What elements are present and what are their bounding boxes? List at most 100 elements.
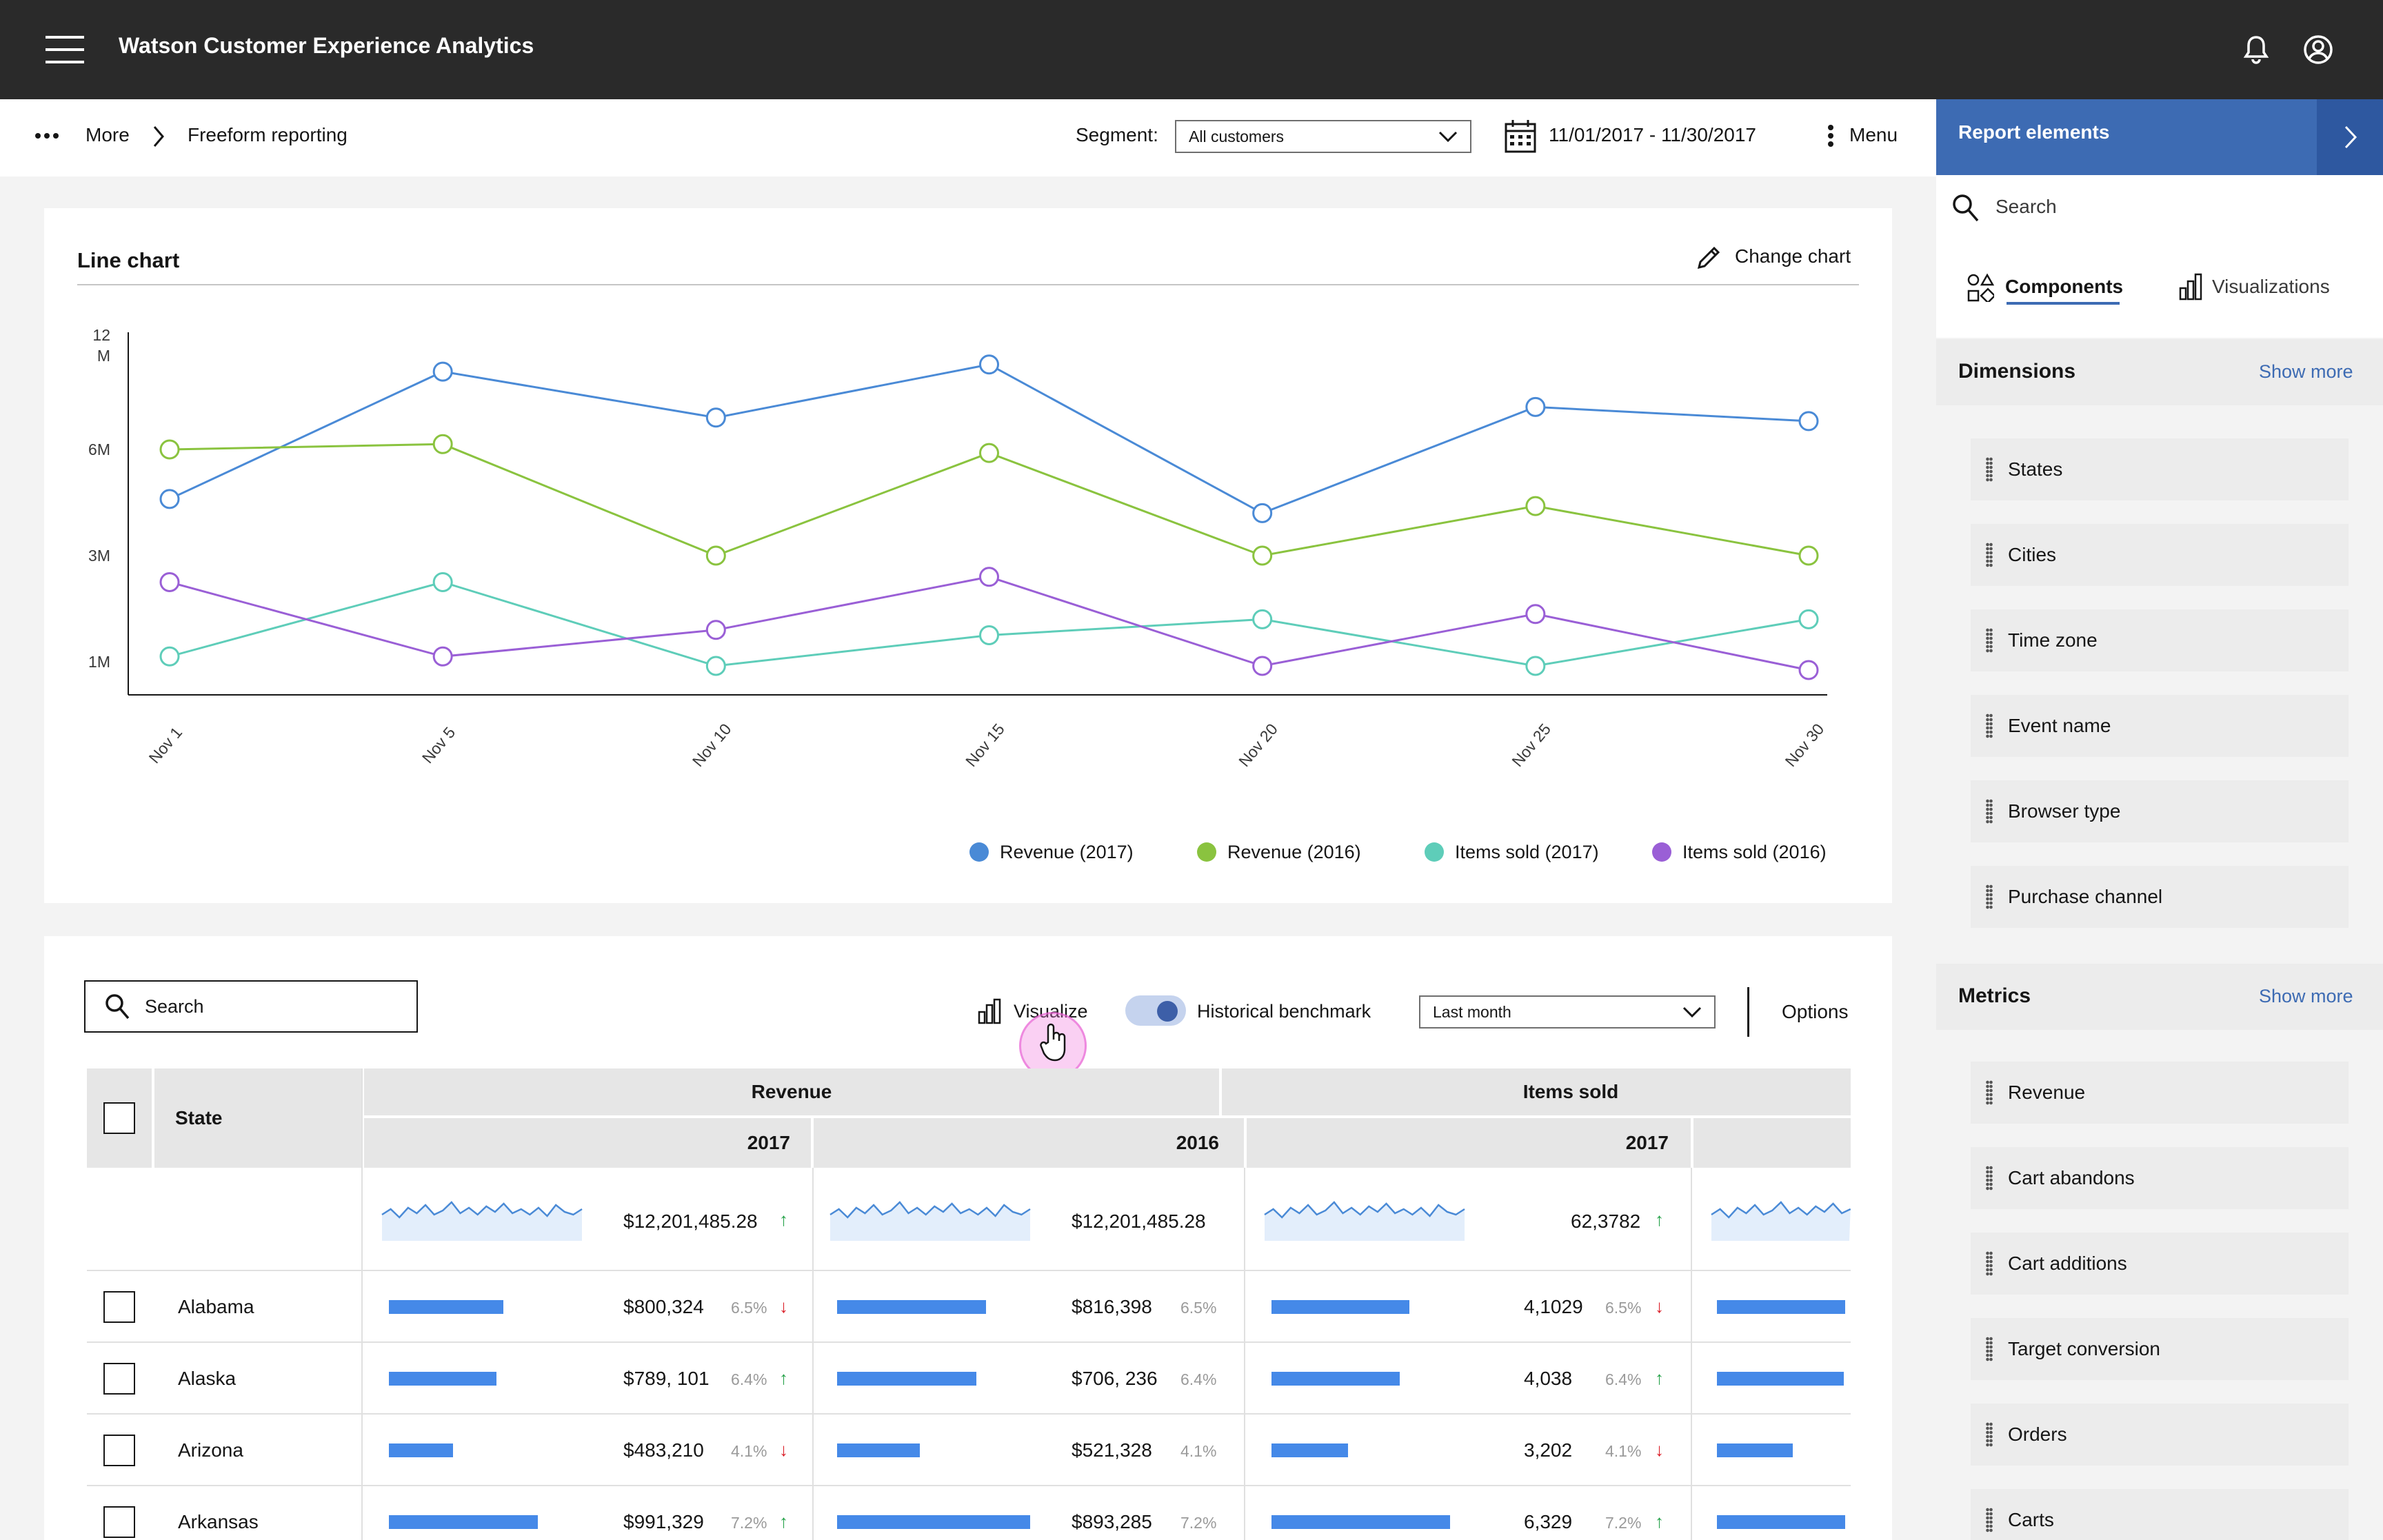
- row-checkbox[interactable]: [103, 1506, 135, 1538]
- year-header-rev17[interactable]: 2017: [364, 1118, 811, 1168]
- arrow-up-icon: ↑: [1655, 1209, 1664, 1230]
- row-checkbox[interactable]: [103, 1363, 135, 1395]
- dimension-item-event-name[interactable]: Event name: [1971, 695, 2349, 757]
- value-bar: [389, 1372, 496, 1386]
- state-header[interactable]: State: [154, 1068, 361, 1168]
- value-bar: [1271, 1372, 1400, 1386]
- data-point: [1252, 656, 1273, 676]
- row-checkbox[interactable]: [103, 1435, 135, 1466]
- drag-handle-icon[interactable]: [1986, 1337, 1993, 1361]
- data-point: [979, 567, 999, 587]
- chart-title: Line chart: [77, 248, 180, 272]
- rev16-pct: 7.2%: [1180, 1514, 1217, 1532]
- legend-label: Revenue (2017): [1000, 842, 1134, 862]
- arrow-down-icon: ↓: [779, 1439, 788, 1460]
- benchmark-toggle[interactable]: [1125, 995, 1186, 1026]
- metric-item-label: Revenue: [2008, 1082, 2086, 1103]
- rev16-value: $816,398: [1072, 1296, 1152, 1317]
- tab-visualizations[interactable]: Visualizations: [2212, 276, 2330, 297]
- dimensions-show-more[interactable]: Show more: [2259, 361, 2353, 382]
- col-divider: [1691, 1168, 1692, 1540]
- app-title: Watson Customer Experience Analytics: [119, 33, 534, 58]
- tab-components[interactable]: Components: [2005, 276, 2124, 297]
- metric-item-target-conversion[interactable]: Target conversion: [1971, 1318, 2349, 1380]
- table-search[interactable]: Search: [84, 980, 418, 1033]
- row-checkbox[interactable]: [103, 1291, 135, 1323]
- year-header-rev16[interactable]: 2016: [814, 1118, 1244, 1168]
- notification-bell-icon[interactable]: [2242, 34, 2270, 65]
- drag-handle-icon[interactable]: [1986, 628, 1993, 653]
- total-items17: 62,3782: [1571, 1210, 1641, 1232]
- rev17-pct: 7.2%: [731, 1514, 767, 1532]
- rev17-value: $483,210: [623, 1439, 704, 1461]
- dimension-item-browser-type[interactable]: Browser type: [1971, 780, 2349, 842]
- drag-handle-icon[interactable]: [1986, 799, 1993, 824]
- metric-item-carts[interactable]: Carts: [1971, 1489, 2349, 1540]
- dimension-item-states[interactable]: States: [1971, 438, 2349, 500]
- arrow-down-icon: ↓: [1655, 1439, 1664, 1460]
- calendar-icon[interactable]: [1505, 120, 1536, 153]
- rev17-value: $789, 101: [623, 1368, 710, 1389]
- segment-select[interactable]: All customers: [1175, 120, 1471, 153]
- dimension-item-purchase-channel[interactable]: Purchase channel: [1971, 866, 2349, 928]
- data-point: [1525, 496, 1546, 516]
- data-point: [159, 646, 180, 667]
- row-state: Alaska: [178, 1368, 237, 1389]
- overflow-dots-icon[interactable]: [34, 132, 59, 139]
- year-header-items17[interactable]: 2017: [1247, 1118, 1691, 1168]
- period-select[interactable]: Last month: [1419, 995, 1716, 1029]
- rev16-pct: 6.5%: [1180, 1299, 1217, 1317]
- arrow-up-icon: ↑: [779, 1209, 788, 1230]
- rev17-pct: 6.4%: [731, 1370, 767, 1388]
- pencil-icon[interactable]: [1695, 244, 1722, 272]
- metric-item-cart-abandons[interactable]: Cart abandons: [1971, 1147, 2349, 1209]
- hand-cursor-icon: [1038, 1022, 1070, 1063]
- user-profile-icon[interactable]: [2303, 34, 2333, 65]
- toolbar-divider: [1747, 987, 1749, 1037]
- select-all-checkbox[interactable]: [103, 1102, 135, 1134]
- drag-handle-icon[interactable]: [1986, 1508, 1993, 1532]
- rev17-value: $991,329: [623, 1511, 704, 1532]
- metric-item-revenue[interactable]: Revenue: [1971, 1062, 2349, 1124]
- metric-item-orders[interactable]: Orders: [1971, 1404, 2349, 1466]
- panel-search[interactable]: [1936, 175, 2383, 241]
- dimension-item-label: Cities: [2008, 544, 2057, 565]
- drag-handle-icon[interactable]: [1986, 457, 1993, 482]
- metric-item-label: Orders: [2008, 1424, 2067, 1445]
- dimension-item-cities[interactable]: Cities: [1971, 524, 2349, 586]
- row-divider: [87, 1341, 1851, 1343]
- table-search-input[interactable]: Search: [145, 995, 204, 1017]
- drag-handle-icon[interactable]: [1986, 1166, 1993, 1191]
- data-point: [159, 439, 180, 460]
- items17-pct: 6.4%: [1605, 1370, 1642, 1388]
- menu-button[interactable]: Menu: [1849, 124, 1898, 145]
- panel-search-input[interactable]: Search: [1995, 196, 2057, 217]
- data-point: [159, 572, 180, 592]
- drag-handle-icon[interactable]: [1986, 1251, 1993, 1276]
- drag-handle-icon[interactable]: [1986, 543, 1993, 567]
- drag-handle-icon[interactable]: [1986, 1422, 1993, 1447]
- data-point: [705, 545, 726, 566]
- breadcrumb-more[interactable]: More: [86, 124, 130, 145]
- drag-handle-icon[interactable]: [1986, 713, 1993, 738]
- legend-swatch: [969, 842, 989, 862]
- segment-label: Segment:: [1076, 124, 1158, 145]
- vertical-dots-icon[interactable]: [1827, 124, 1834, 148]
- collapse-panel-button[interactable]: [2317, 99, 2383, 175]
- options-button[interactable]: Options: [1782, 1001, 1849, 1022]
- data-point: [705, 620, 726, 640]
- legend-swatch: [1425, 842, 1444, 862]
- metrics-show-more[interactable]: Show more: [2259, 986, 2353, 1006]
- hamburger-menu-icon[interactable]: [46, 36, 84, 63]
- metric-item-cart-additions[interactable]: Cart additions: [1971, 1233, 2349, 1295]
- chart-divider: [77, 284, 1859, 285]
- year-header-items16[interactable]: [1693, 1118, 1851, 1168]
- value-bar: [1717, 1515, 1845, 1529]
- change-chart-button[interactable]: Change chart: [1735, 245, 1851, 267]
- date-range[interactable]: 11/01/2017 - 11/30/2017: [1549, 124, 1756, 145]
- data-point: [1252, 545, 1273, 566]
- items-group-header: Items sold: [1222, 1068, 1851, 1115]
- dimension-item-time-zone[interactable]: Time zone: [1971, 609, 2349, 671]
- drag-handle-icon[interactable]: [1986, 884, 1993, 909]
- drag-handle-icon[interactable]: [1986, 1080, 1993, 1105]
